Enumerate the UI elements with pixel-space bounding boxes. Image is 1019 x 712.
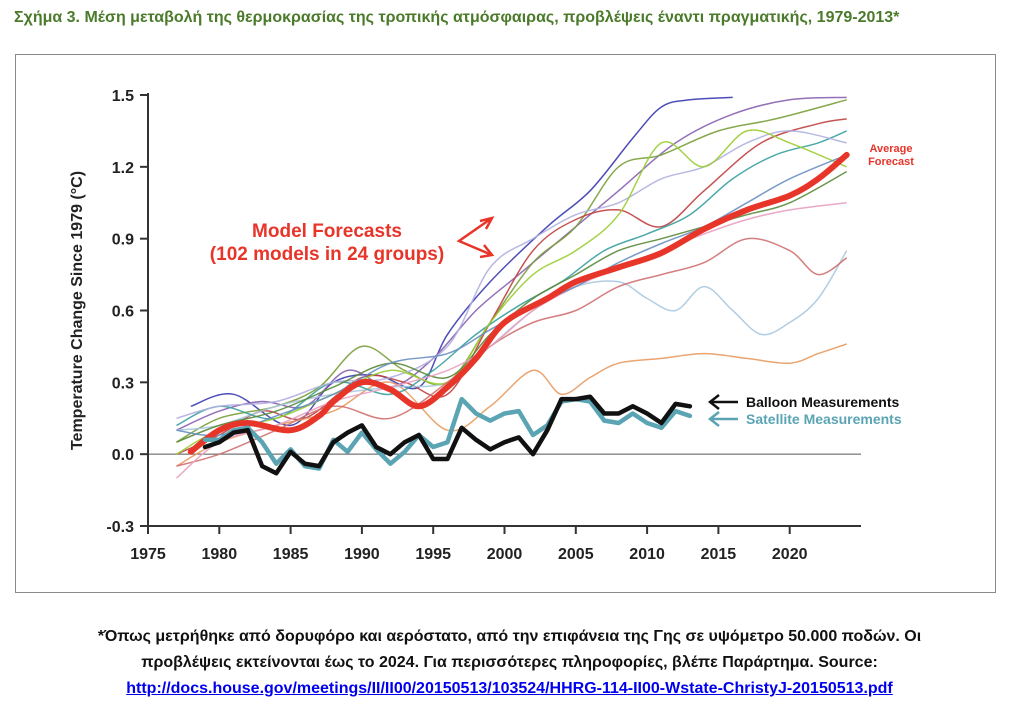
source-link[interactable]: http://docs.house.gov/meetings/II/II00/2… xyxy=(126,680,893,697)
model-forecasts-label: Model Forecasts xyxy=(252,221,402,242)
x-tick-label: 2005 xyxy=(558,546,594,563)
model-run-line xyxy=(176,118,847,455)
y-tick-label: 1.5 xyxy=(112,88,134,105)
model-run-line xyxy=(176,237,848,467)
y-tick-label: 0.3 xyxy=(112,375,134,392)
y-tick-label: 0.0 xyxy=(112,447,134,464)
forecast-arrowhead-icon xyxy=(479,216,495,230)
y-tick-label: 1.2 xyxy=(112,160,134,177)
x-tick-label: 2000 xyxy=(487,546,523,563)
footnote: *Όπως μετρήθηκε από δορυφόρο και αερόστα… xyxy=(0,624,1019,702)
average-forecast-sublabel: Forecast xyxy=(868,156,914,168)
model-forecasts-sublabel: (102 models in 24 groups) xyxy=(210,244,444,265)
model-run-line xyxy=(176,99,847,443)
footnote-line-2: προβλέψεις εκτείνονται έως το 2024. Για … xyxy=(141,654,878,671)
y-tick-label: 0.9 xyxy=(112,232,134,249)
forecast-arrowhead-icon xyxy=(479,244,495,259)
x-tick-label: 1980 xyxy=(202,546,238,563)
satellite-measurements-line xyxy=(202,396,693,471)
y-tick-label: -0.3 xyxy=(106,519,134,536)
y-tick-label: 0.6 xyxy=(112,304,134,321)
axis-layer: -0.3 0.0 0.3 0.6 0.9 1.2 1.5 1975 1980 1985 1990 19… xyxy=(69,88,861,563)
forecast-arrow-icon xyxy=(456,216,493,257)
model-run-line xyxy=(176,250,848,431)
x-tick-label: 1990 xyxy=(344,546,380,563)
balloon-measurements-line xyxy=(202,394,693,476)
average-forecast-label: Average xyxy=(869,143,912,155)
x-tick-label: 2015 xyxy=(701,546,737,563)
model-run-line xyxy=(176,96,847,431)
model-run-line xyxy=(176,130,847,420)
series-layer xyxy=(187,151,850,476)
x-tick-label: 1985 xyxy=(273,546,309,563)
average-forecast-line xyxy=(187,151,850,455)
temperature-chart: -0.3 0.0 0.3 0.6 0.9 1.2 1.5 1975 1980 1985 1990 19… xyxy=(69,88,914,563)
model-run-line xyxy=(176,130,847,427)
satellite-arrowhead-icon xyxy=(707,411,720,427)
balloon-measurements-label: Balloon Measurements xyxy=(746,394,899,410)
model-run-line xyxy=(176,202,847,479)
footnote-line-1: *Όπως μετρήθηκε από δορυφόρο και αερόστα… xyxy=(97,628,922,645)
annotation-layer: Model Forecasts(102 models in 24 groups)… xyxy=(210,143,914,427)
x-tick-label: 1975 xyxy=(130,546,166,563)
x-tick-label: 2010 xyxy=(629,546,665,563)
x-tick-label: 1995 xyxy=(415,546,451,563)
model-run-line xyxy=(176,170,848,443)
figure-title: Σχήμα 3. Μέση μεταβολή της θερμοκρασίας … xyxy=(14,9,900,26)
y-axis-label: Temperature Change Since 1979 (°C) xyxy=(69,171,86,450)
x-tick-label: 2020 xyxy=(772,546,808,563)
model-run-line xyxy=(176,129,847,455)
model-run-line xyxy=(190,96,733,427)
satellite-measurements-label: Satellite Measurements xyxy=(746,411,902,427)
balloon-arrowhead-icon xyxy=(707,394,720,410)
chart-frame: -0.3 0.0 0.3 0.6 0.9 1.2 1.5 1975 1980 1985 1990 19… xyxy=(15,54,996,593)
